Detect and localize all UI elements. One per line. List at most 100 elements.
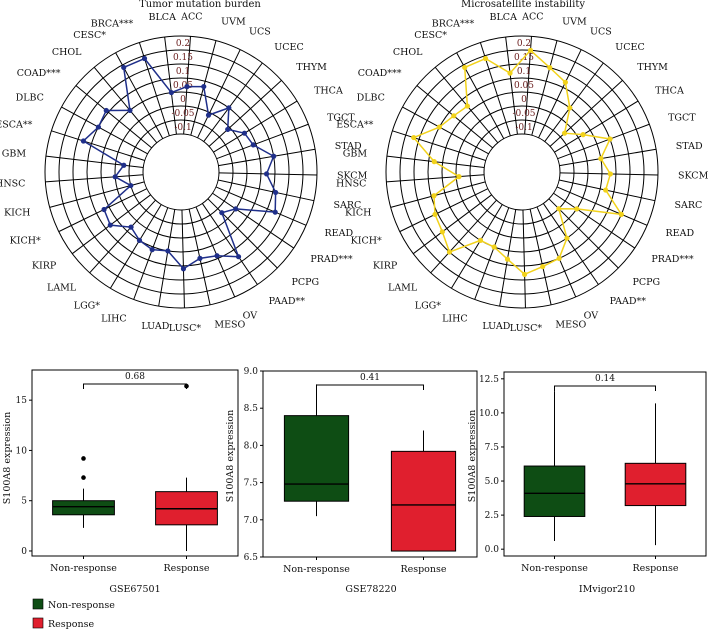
boxplot-frame <box>503 371 707 557</box>
radar-spoke <box>450 204 503 289</box>
radar-data-point <box>462 64 468 71</box>
radar-category-label: SARC <box>333 200 361 211</box>
radar-spoke <box>89 199 156 274</box>
radar-spoke <box>505 36 518 135</box>
radar-category-label: OV <box>243 310 258 321</box>
radar-spoke <box>559 148 657 167</box>
radar-category-label: SKCM <box>678 170 709 181</box>
radar-data-point <box>201 83 207 90</box>
radar-ring <box>114 105 248 239</box>
radar-data-point <box>504 256 511 262</box>
radar-spoke <box>213 100 298 153</box>
radar-tick-label: -0.1 <box>174 123 191 133</box>
y-tick-label: 10.0 <box>479 409 499 419</box>
radar-category-label: CESC* <box>414 30 447 41</box>
radar-data-point <box>527 47 534 53</box>
box-body <box>52 500 115 516</box>
y-tick-label: 0.0 <box>485 545 500 555</box>
radar-spoke <box>93 66 158 144</box>
y-tick-label: 7.5 <box>244 479 259 489</box>
radar-spoke <box>522 209 526 308</box>
radar-category-label: CESC* <box>73 30 106 41</box>
radar-data-point <box>556 206 562 212</box>
radar-data-point <box>214 253 220 259</box>
boxplot-area-gse78220: 6.5 7.0 7.5 8.0 8.5 9.0 Non-response Response 0.… <box>244 367 478 575</box>
y-tick-label: 5.0 <box>485 477 500 487</box>
radar-data-point <box>411 134 417 141</box>
radar-category-label: LAML <box>47 283 77 294</box>
radar-data-point <box>564 235 570 241</box>
radar-category-label: LUAD <box>141 321 169 332</box>
radar-category-label: KICH* <box>351 235 382 246</box>
radar-data-point <box>128 182 134 189</box>
radar-data-point <box>556 255 562 261</box>
radar-category-label: LGG* <box>415 300 441 311</box>
radar-category-label: TGCT <box>327 112 355 123</box>
radar-spoke <box>45 174 144 183</box>
radar-category-label: GBM <box>2 149 27 160</box>
radar-spoke <box>399 188 489 233</box>
boxplot-ylabel-gse78220: S100A8 expression <box>225 410 236 502</box>
radar-data-point <box>80 138 87 144</box>
radar-category-label: READ <box>325 228 354 239</box>
radar-data-point <box>562 79 568 85</box>
radar-spoke <box>216 123 309 160</box>
radar-category-label: PAAD** <box>269 296 306 307</box>
box-body <box>523 465 586 517</box>
radar-category-label: LUAD <box>482 321 510 332</box>
radar-ring <box>413 63 631 281</box>
radar-data-point <box>241 130 248 136</box>
radar-data-point <box>128 224 134 230</box>
boxplot-title-gse67501: GSE67501 <box>109 584 160 595</box>
radar-ring <box>128 119 234 225</box>
radar-spoke <box>215 186 307 226</box>
radar-tick-label: 0 <box>180 95 186 105</box>
radar-category-label: CHOL <box>393 47 423 58</box>
legend-swatch-response <box>32 617 44 629</box>
y-tick-label: 8.5 <box>244 404 259 414</box>
legend-label-response: Response <box>48 619 94 630</box>
radar-data-point <box>456 174 462 180</box>
radar-data-point <box>184 84 190 90</box>
radar-spoke <box>430 199 497 274</box>
radar-data-point <box>561 130 568 136</box>
radar-category-label: MESO <box>214 319 245 330</box>
radar-category-label: PCPG <box>291 277 319 288</box>
radar-category-label: KIRP <box>373 261 398 272</box>
radar-category-label: BRCA*** <box>432 18 475 29</box>
box-body <box>283 415 350 502</box>
radar-spoke <box>133 207 169 300</box>
x-tick-label: Response <box>163 563 209 574</box>
radar-tick-label: -0.1 <box>515 123 532 133</box>
radar-category-label: UCEC <box>274 42 303 53</box>
radar-data-point <box>225 126 231 133</box>
radar-tick-label: 0.1 <box>176 67 190 77</box>
radar-spoke <box>45 155 144 169</box>
radar-data-point <box>149 247 155 253</box>
radar-data-point <box>103 107 109 114</box>
radar-data-point <box>507 70 513 76</box>
radar-data-point <box>165 248 171 254</box>
radar-series-line <box>412 49 623 276</box>
x-tick-label: Non-response <box>521 563 588 574</box>
radar-data-point <box>521 271 528 277</box>
y-tick-label: 7.0 <box>244 516 259 526</box>
radar-chart-msi: Microsatellite instability 0.20.150.10.0… <box>336 0 709 334</box>
y-tick-label: 10 <box>16 446 28 456</box>
x-tick-label: Response <box>632 563 678 574</box>
radar-category-label: HNSC <box>0 178 25 189</box>
radar-series-line <box>82 57 277 270</box>
radar-spoke <box>197 49 241 139</box>
radar-data-point <box>168 89 174 96</box>
radar-tick-label: 0 <box>521 95 527 105</box>
x-tick-label: Non-response <box>50 563 117 574</box>
radar-category-label: KIRP <box>32 261 57 272</box>
boxplot-area-imvigor210: 0.0 2.5 5.0 7.5 10.0 12.5 Non-response Response… <box>479 371 707 574</box>
radar-ring <box>44 35 318 309</box>
radar-spoke <box>218 148 316 167</box>
radar-category-label: COAD*** <box>358 68 402 79</box>
radar-spoke <box>51 130 145 161</box>
radar-tick-label: 0.1 <box>517 67 531 77</box>
radar-category-label: PAAD** <box>610 296 647 307</box>
